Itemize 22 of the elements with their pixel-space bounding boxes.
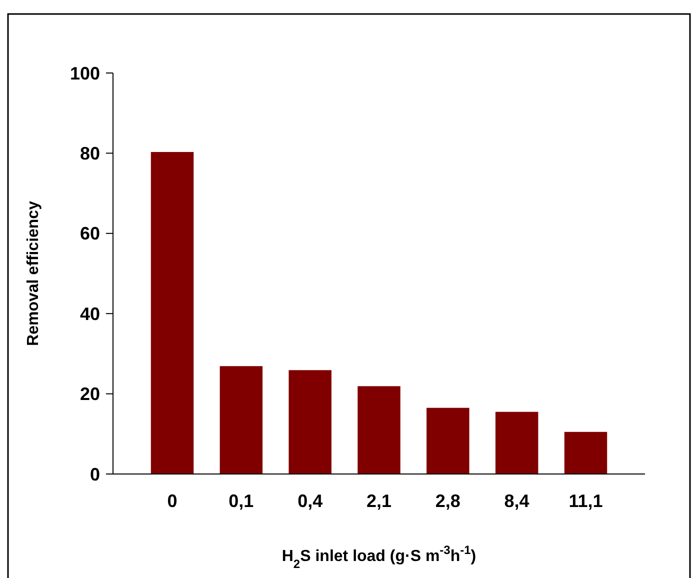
y-tick-label: 0 [90, 464, 100, 484]
bar [358, 386, 400, 474]
x-tick-label: 0,4 [298, 491, 323, 511]
x-tick-label: 11,1 [568, 491, 603, 511]
bar [564, 432, 608, 474]
y-tick-label: 100 [70, 63, 100, 84]
bar [426, 408, 470, 474]
bar [495, 412, 538, 474]
y-tick-label: 40 [80, 304, 100, 324]
x-tick-label: 8,4 [504, 491, 530, 511]
x-tick-label: 0,1 [228, 491, 254, 511]
y-tick-label: 60 [80, 224, 100, 244]
x-tick-label: 0 [167, 491, 178, 511]
y-tick-label: 80 [80, 144, 100, 164]
x-tick-label: 2,8 [435, 491, 460, 511]
y-tick-label: 20 [80, 384, 100, 404]
bar [220, 366, 263, 474]
bar [288, 370, 332, 474]
x-axis-title: H$_{2}$S inlet load (g·S m$^{-3}$h$^{-1}$) [282, 543, 476, 571]
bar [150, 152, 194, 474]
y-axis-title: Removal efficiency [25, 200, 42, 346]
x-tick-label: 2,1 [366, 491, 392, 511]
